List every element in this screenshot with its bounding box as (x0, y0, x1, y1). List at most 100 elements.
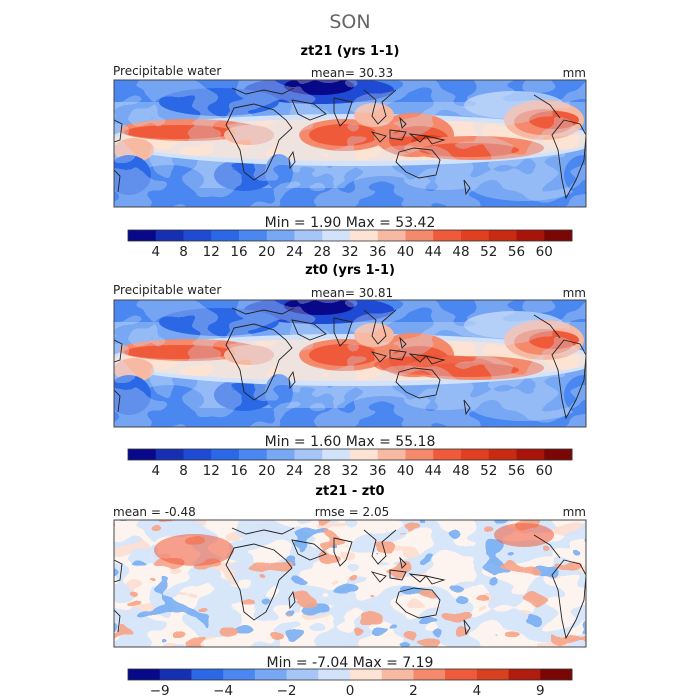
panel-unit-label-zt21: mm (563, 66, 586, 80)
colorbar-tick-label: 44 (425, 244, 442, 260)
colorbar-tick-label: 28 (314, 463, 331, 479)
colorbar-swatch (381, 669, 414, 680)
colorbar-swatch (516, 449, 545, 460)
colorbar-swatch (211, 230, 240, 241)
colorbar-swatch (155, 230, 184, 241)
colorbar-swatch (544, 230, 573, 241)
min-max-zt21: Min = 1.90 Max = 53.42 (265, 215, 436, 231)
colorbar-swatch (254, 669, 287, 680)
colorbar-tick-label: 56 (508, 463, 525, 479)
colorbar-swatch (183, 230, 212, 241)
colorbar-swatch (540, 669, 573, 680)
colorbar-swatch (159, 669, 192, 680)
colorbar-tick-label: 40 (397, 244, 414, 260)
colorbar-swatch (445, 669, 478, 680)
colorbar-tick-label: 56 (508, 244, 525, 260)
colorbar-tick-label: 4 (151, 244, 160, 260)
colorbar-swatch (377, 230, 406, 241)
colorbar-tick-label: 36 (369, 244, 386, 260)
colorbar-tick-label: 52 (480, 244, 497, 260)
panel-zt0: zt0 (yrs 1-1) Precipitable water mean= 3… (113, 263, 587, 479)
colorbar-swatch (128, 449, 157, 460)
colorbar-tick-label: 16 (230, 244, 247, 260)
map-field-diff (114, 520, 586, 647)
panel-title-diff: zt21 - zt0 (315, 484, 384, 499)
panel-center-label-diff: rmse = 2.05 (315, 505, 389, 519)
map-frame-zt0 (113, 299, 587, 428)
colorbar-swatch (211, 449, 240, 460)
colorbar-tick-label: −9 (150, 683, 170, 699)
colorbar-tick-label: 12 (203, 244, 220, 260)
colorbar-swatch (350, 449, 379, 460)
map-field-zt0 (114, 300, 586, 427)
colorbar-diff: −9 −4 −2 0 2 4 9 (127, 668, 573, 699)
colorbar-tick-label: 32 (341, 463, 358, 479)
panel-diff: zt21 - zt0 mean = -0.48 rmse = 2.05 mm M… (113, 484, 587, 699)
colorbar-swatch (294, 230, 323, 241)
colorbar-tick-label: 28 (314, 244, 331, 260)
panel-title-zt21: zt21 (yrs 1-1) (301, 44, 400, 59)
colorbar-tick-label: 40 (397, 463, 414, 479)
colorbar-swatch (433, 449, 462, 460)
panel-unit-label-zt0: mm (563, 286, 586, 300)
panel-zt21: zt21 (yrs 1-1) Precipitable water mean= … (113, 44, 587, 260)
colorbar-swatch (294, 449, 323, 460)
colorbar-tick-label: 24 (286, 244, 303, 260)
colorbar-swatch (461, 449, 490, 460)
colorbar-swatch (223, 669, 256, 680)
panel-center-label-zt21: mean= 30.33 (311, 66, 393, 80)
colorbar-swatch (322, 230, 351, 241)
colorbar-swatch (508, 669, 541, 680)
colorbar-tick-label: 0 (346, 683, 355, 699)
colorbar-swatch (405, 449, 434, 460)
colorbar-swatch (350, 669, 383, 680)
colorbar-swatch (433, 230, 462, 241)
panel-left-label-zt0: Precipitable water (113, 283, 221, 297)
colorbar-swatch (266, 449, 295, 460)
colorbar-tick-label: −2 (277, 683, 297, 699)
colorbar-frame (127, 448, 573, 461)
panel-title-zt0: zt0 (yrs 1-1) (305, 263, 395, 278)
colorbar-tick-label: 8 (179, 244, 188, 260)
panel-center-label-zt0: mean= 30.81 (311, 286, 393, 300)
colorbar-swatch (377, 449, 406, 460)
colorbar-tick-label: 4 (473, 683, 482, 699)
panel-left-label-zt21: Precipitable water (113, 64, 221, 78)
colorbar-zt0: 4 8 12 16 20 24 28 32 36 40 44 48 52 56 60 (127, 448, 573, 479)
colorbar-swatch (191, 669, 224, 680)
colorbar-swatch (239, 230, 268, 241)
panel-left-label-diff: mean = -0.48 (113, 505, 196, 519)
colorbar-tick-label: 8 (179, 463, 188, 479)
colorbar-tick-label: 32 (341, 244, 358, 260)
colorbar-tick-label: 20 (258, 463, 275, 479)
colorbar-swatch (128, 230, 157, 241)
colorbar-tick-label: 48 (452, 244, 469, 260)
colorbar-tick-label: 60 (536, 463, 553, 479)
colorbar-tick-label: −4 (213, 683, 233, 699)
panel-unit-label-diff: mm (563, 505, 586, 519)
colorbar-swatch (461, 230, 490, 241)
map-frame-zt21 (113, 79, 587, 208)
colorbar-tick-label: 36 (369, 463, 386, 479)
colorbar-swatch (322, 449, 351, 460)
colorbar-swatch (488, 449, 517, 460)
colorbar-tick-label: 20 (258, 244, 275, 260)
min-max-diff: Min = -7.04 Max = 7.19 (267, 655, 434, 671)
colorbar-swatch (544, 449, 573, 460)
colorbar-swatch (516, 230, 545, 241)
colorbar-tick-label: 2 (409, 683, 418, 699)
colorbar-frame (127, 668, 573, 681)
colorbar-tick-label: 12 (203, 463, 220, 479)
colorbar-tick-label: 4 (151, 463, 160, 479)
min-max-zt0: Min = 1.60 Max = 55.18 (265, 434, 436, 450)
colorbar-swatch (286, 669, 319, 680)
map-frame-diff (113, 519, 587, 648)
colorbar-swatch (413, 669, 446, 680)
colorbar-tick-label: 48 (452, 463, 469, 479)
colorbar-swatch (488, 230, 517, 241)
colorbar-swatch (405, 230, 434, 241)
colorbar-tick-label: 60 (536, 244, 553, 260)
colorbar-tick-label: 24 (286, 463, 303, 479)
colorbar-tick-label: 9 (536, 683, 545, 699)
